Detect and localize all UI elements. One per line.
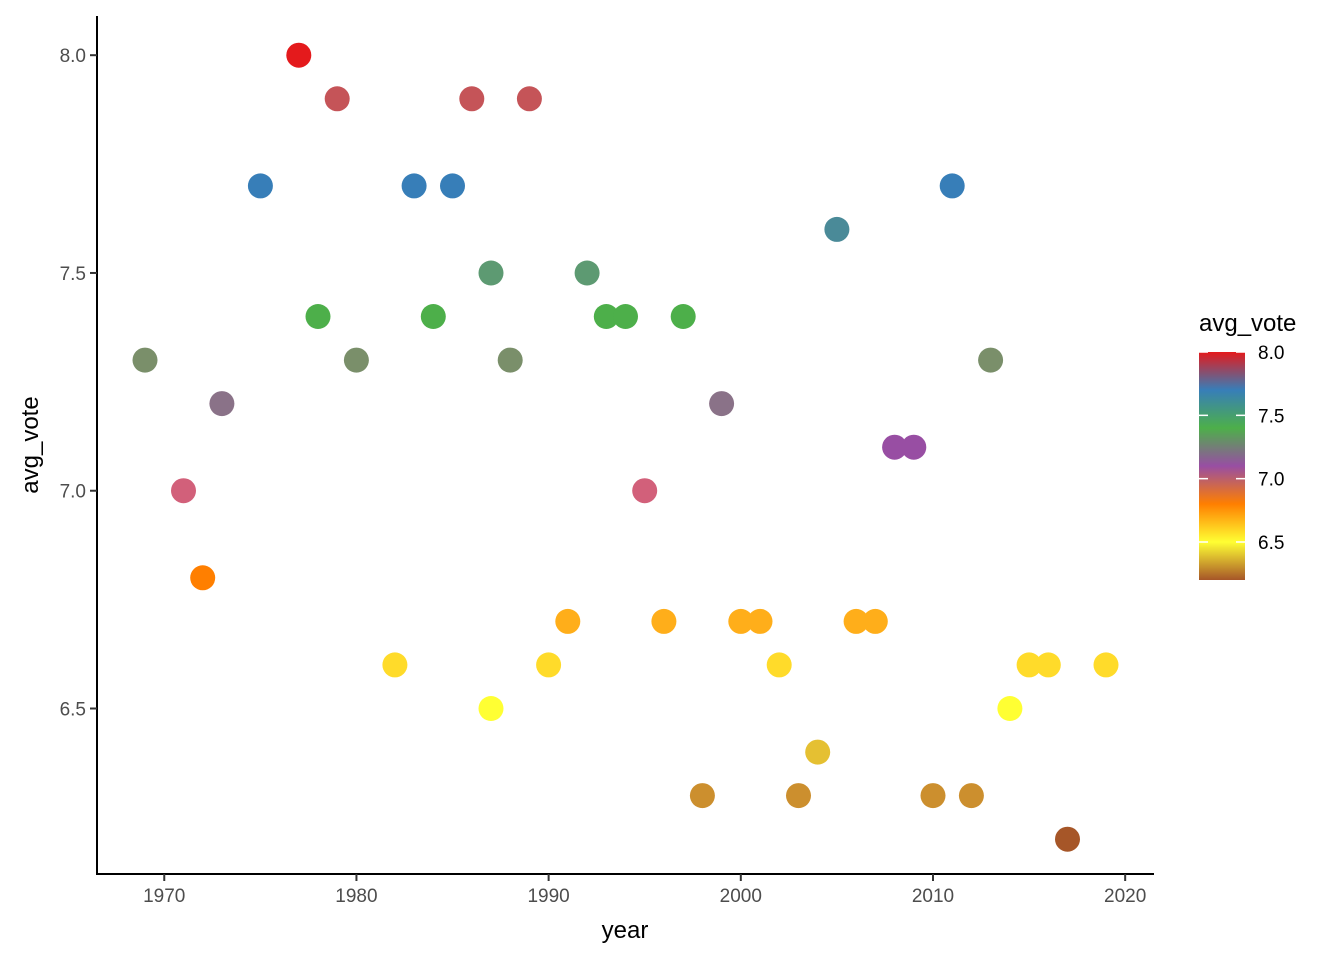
x-tick-label: 1970 [143,886,185,907]
data-point [882,434,908,460]
data-point [401,173,427,199]
data-point [440,173,465,199]
data-point [920,783,946,809]
data-point [536,652,562,678]
data-point [286,42,312,68]
data-point [709,391,735,417]
data-point [1016,652,1042,678]
x-tick-label: 2020 [1104,886,1146,907]
legend-tick-label: 7.5 [1258,406,1284,427]
x-tick-label: 2010 [912,886,954,907]
data-point [420,304,446,329]
x-axis-title: year [602,917,649,944]
data-point [343,347,369,373]
data-point [305,304,331,329]
data-point [1093,652,1119,678]
x-tick-label: 1990 [527,886,569,907]
data-point [555,608,581,634]
data-point [997,696,1023,721]
data-point [670,304,696,329]
data-point [574,260,600,286]
data-point [459,86,485,112]
x-tick-label: 2000 [720,886,762,907]
data-point [497,347,523,373]
data-point [171,478,196,504]
data-point [939,173,965,199]
legend-tick-label: 6.5 [1258,533,1284,554]
legend-tick-label: 7.0 [1258,470,1284,491]
data-point [593,304,619,329]
y-axis-title: avg_vote [17,396,44,493]
legend-title: avg_vote [1199,310,1296,337]
data-point [324,86,350,112]
legend-colorbar [1199,352,1245,580]
plot-panel: 6.5 7.0 7.5 8.0 1970 1980 1990 2000 2010 2020 [60,16,1154,907]
data-point [978,347,1004,373]
data-point [728,608,754,634]
y-tick-label: 6.5 [60,699,86,720]
data-point [958,783,984,809]
data-point [478,260,504,286]
data-point [651,608,677,634]
data-point [786,783,811,809]
data-point [766,652,792,678]
y-tick-label: 7.5 [60,264,86,285]
data-point [132,347,158,373]
x-axis-ticks: 1970 1980 1990 2000 2010 2020 [143,874,1146,907]
data-point [1035,652,1061,678]
data-point [689,783,715,809]
data-point [613,304,638,329]
data-point [247,173,273,199]
y-tick-label: 7.0 [60,482,86,503]
data-point [516,86,542,112]
data-points [132,42,1119,852]
data-point [632,478,658,504]
data-point [190,565,216,591]
data-point [209,391,235,417]
y-axis-ticks: 6.5 7.0 7.5 8.0 [60,46,97,720]
data-point [843,608,869,634]
data-point [1055,826,1080,852]
x-tick-label: 1980 [335,886,377,907]
data-point [478,696,504,721]
data-point [805,739,831,765]
legend-ticks: 6.5 7.0 7.5 8.0 [1199,343,1284,554]
data-point [382,652,408,678]
legend-tick-label: 8.0 [1258,343,1284,364]
legend: avg_vote 6.5 7.0 7.5 8.0 [1199,310,1296,580]
data-point [824,216,850,242]
data-point [901,434,927,460]
y-tick-label: 8.0 [60,46,86,67]
data-point [747,608,773,634]
data-point [862,608,888,634]
